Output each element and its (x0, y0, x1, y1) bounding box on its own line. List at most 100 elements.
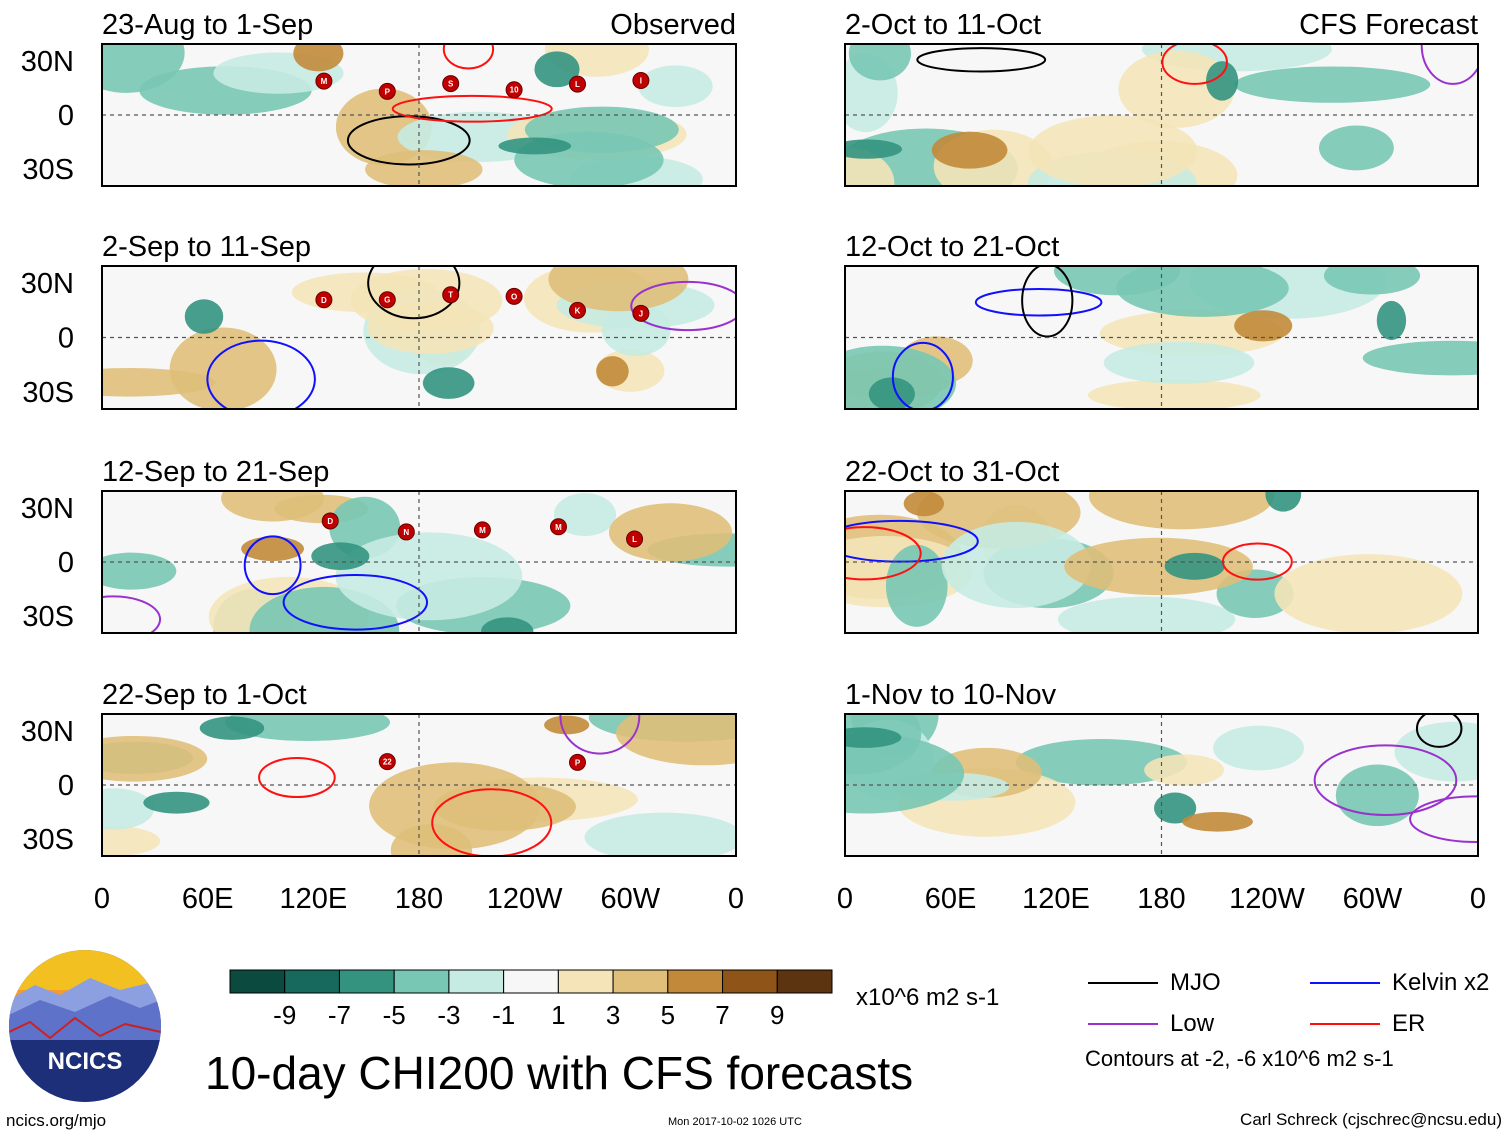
x-tick-label: 120E (1022, 883, 1090, 915)
figure-title: 10-day CHI200 with CFS forecasts (205, 1047, 914, 1099)
colorbar-segment (612, 969, 669, 994)
anomaly-shading (1144, 754, 1224, 786)
map-frame (101, 713, 737, 857)
anomaly-core (596, 356, 629, 387)
anomaly-core (498, 137, 572, 155)
legend-mjo-line (1088, 982, 1158, 984)
colorbar-label: -9 (273, 1000, 296, 1030)
wave-contour (845, 526, 922, 581)
anomaly-shading (169, 327, 277, 409)
storm-marker: J (632, 304, 650, 322)
colorbar-segment (338, 969, 395, 994)
storm-marker: T (442, 286, 460, 304)
colorbar-label: 9 (770, 1000, 784, 1030)
anomaly-shading (584, 812, 736, 856)
wave-contour (630, 280, 736, 332)
legend-er: ER (1310, 1010, 1425, 1038)
footer-url[interactable]: ncics.org/mjo (6, 1111, 107, 1130)
anomaly-shading (350, 268, 503, 333)
storm-label: O (511, 292, 517, 301)
panel-title: 2-Sep to 11-Sep (102, 231, 311, 263)
storm-label: P (385, 87, 391, 96)
storm-label: L (632, 535, 637, 544)
storm-label: L (575, 80, 580, 89)
x-tick-label: 60E (182, 883, 234, 915)
anomaly-shading (102, 44, 185, 93)
anomaly-core (1164, 552, 1225, 580)
anomaly-shading (885, 544, 948, 627)
anomaly-shading (335, 532, 523, 621)
storm-label: M (555, 523, 562, 532)
anomaly-core (293, 44, 344, 72)
panel-title: 1-Nov to 10-Nov (845, 679, 1057, 711)
anomaly-core (1206, 61, 1239, 101)
storm-marker: M (315, 72, 333, 90)
colorbar-segment (229, 969, 286, 994)
storm-label: J (639, 309, 643, 318)
storm-marker: S (442, 75, 460, 93)
storm-marker: K (569, 301, 586, 319)
storm-label: 10 (510, 86, 519, 95)
wave-contour (367, 266, 461, 320)
anomaly-shading (102, 552, 177, 590)
storm-marker: L (626, 530, 644, 548)
wave-contour (916, 47, 1047, 73)
storm-marker: G (378, 291, 396, 309)
anomaly-core (534, 51, 580, 88)
anomaly-shading (601, 303, 671, 357)
legend-low-line (1088, 1023, 1158, 1025)
panel-title: 12-Sep to 21-Sep (102, 456, 329, 488)
anomaly-shading (1362, 340, 1478, 376)
colorbar-segment (557, 969, 614, 994)
anomaly-shading (102, 735, 208, 782)
y-tick-label: 30N (21, 716, 74, 748)
anomaly-shading (1015, 739, 1188, 786)
storm-marker: M (549, 518, 567, 536)
anomaly-core (422, 367, 475, 399)
map-panel-3: D N M M L 12-Sep to 21-Sep 30N 0 30S (21, 456, 737, 634)
anomaly-shading (434, 782, 576, 831)
wave-contour (431, 788, 553, 856)
colorbar-label: -3 (437, 1000, 460, 1030)
panel-title: 2-Oct to 11-Oct (845, 9, 1041, 41)
map-frame (844, 713, 1479, 857)
anomaly-shading (553, 493, 617, 537)
colorbar-segment (448, 969, 505, 994)
anomaly-shading (615, 714, 736, 766)
anomaly-core (931, 131, 1008, 169)
colorbar-label: 1 (551, 1000, 565, 1030)
y-tick-label: 30S (22, 377, 74, 409)
panel-title: 22-Sep to 1-Oct (102, 679, 307, 711)
panel-title: 22-Oct to 31-Oct (845, 456, 1059, 488)
storm-label: M (321, 77, 328, 86)
legend-kelvin-line (1310, 982, 1380, 984)
anomaly-shading (845, 733, 965, 814)
anomaly-core (143, 791, 210, 814)
anomaly-shading (1318, 125, 1394, 171)
y-tick-label: 30S (22, 601, 74, 633)
anomaly-core (481, 617, 534, 633)
y-tick-label: 0 (58, 770, 74, 802)
y-tick-label: 0 (58, 323, 74, 355)
x-tick-label: 120W (487, 883, 563, 915)
colorbar-segment (776, 969, 833, 994)
legend-er-line (1310, 1023, 1380, 1025)
anomaly-core (1234, 310, 1293, 342)
colorbar-units: x10^6 m2 s-1 (856, 984, 1000, 1011)
anomaly-shading (1087, 379, 1261, 409)
wave-contour (442, 44, 495, 70)
y-tick-label: 30N (21, 268, 74, 300)
footer-timestamp: Mon 2017-10-02 1026 UTC (668, 1116, 802, 1128)
anomaly-core (845, 727, 902, 748)
map-panel-2: D G T O K J 2-Sep to 11-Sep 30N 0 30S (21, 231, 737, 410)
wave-contour (974, 288, 1103, 317)
wave-contour (891, 341, 954, 409)
legend-low-label: Low (1170, 1010, 1215, 1037)
storm-label: D (321, 296, 327, 305)
colorbar-segment (722, 969, 778, 994)
x-tick-label: 120W (1229, 883, 1305, 915)
y-tick-label: 30N (21, 46, 74, 78)
wave-contour (243, 535, 302, 596)
anomaly-shading (548, 266, 689, 312)
